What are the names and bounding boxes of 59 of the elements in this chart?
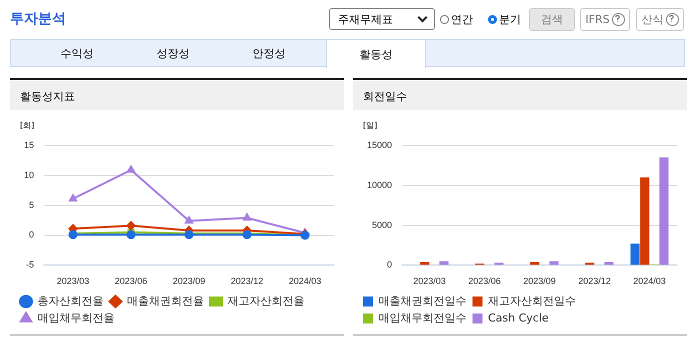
text: 안정성 <box>252 46 286 62</box>
point <box>242 230 252 240</box>
x-tick-label: 2023/12 <box>578 276 611 286</box>
statement-select: 주재무제표 <box>329 8 435 30</box>
y-tick-label: 10 <box>24 170 34 180</box>
point <box>126 165 136 173</box>
legend-label: Cash Cycle <box>488 311 549 324</box>
y-tick-label: 15000 <box>366 140 392 150</box>
x-tick-label: 2023/12 <box>230 276 264 286</box>
point <box>68 230 78 240</box>
x-tick-label: 2024/03 <box>288 276 322 286</box>
x-tick-label: 2023/03 <box>56 276 90 286</box>
chart-title: 회전일수 <box>353 80 687 110</box>
legend-label: 총자산회전율 <box>38 294 104 308</box>
point <box>126 221 136 230</box>
bar <box>659 157 669 265</box>
y-tick-label: 0 <box>28 230 34 240</box>
text: 검색 <box>529 8 575 31</box>
x-tick-label: 2023/03 <box>413 276 446 286</box>
y-tick-label: 5000 <box>372 220 392 230</box>
point <box>68 194 78 202</box>
text: 수익성 <box>60 46 94 62</box>
text: 투자분석 <box>10 10 66 28</box>
y-tick-label: 10000 <box>366 180 392 190</box>
point <box>184 230 194 240</box>
text: 성장성 <box>156 46 190 62</box>
text: 활동성 <box>326 39 426 68</box>
y-tick-label: 5 <box>28 200 34 210</box>
y-axis-title: [회] <box>20 120 34 131</box>
y-tick-label: 15 <box>24 140 34 150</box>
legend-label: 매출채권회전일수 <box>378 294 466 308</box>
point <box>126 230 136 240</box>
x-tick-label: 2023/06 <box>468 276 501 286</box>
x-tick-label: 2024/03 <box>633 276 666 286</box>
legend-label: 매출채권회전율 <box>127 294 204 308</box>
legend-label: 재고자산회전율 <box>228 294 304 308</box>
legend-label: 매입채무회전일수 <box>378 311 466 324</box>
legend-label: 매입채무회전율 <box>38 311 114 324</box>
text: 연간 <box>451 12 473 27</box>
point <box>242 213 252 221</box>
bar <box>530 262 540 265</box>
bar <box>439 261 449 265</box>
legend-label: 재고자산회전일수 <box>488 294 576 308</box>
y-tick-label: -5 <box>26 260 34 270</box>
bar <box>604 262 614 265</box>
y-tick-label: 0 <box>387 260 392 270</box>
point <box>184 216 194 224</box>
chart-title: 활동성지표 <box>10 80 344 110</box>
bar <box>420 262 430 265</box>
x-tick-label: 2023/09 <box>172 276 206 286</box>
bar <box>630 244 640 265</box>
x-tick-label: 2023/09 <box>523 276 556 286</box>
bar <box>640 177 650 265</box>
y-axis-title: [일] <box>363 120 378 131</box>
bar <box>549 261 559 265</box>
text: 산식 <box>642 12 664 27</box>
text: 분기 <box>499 12 521 27</box>
text: IFRS <box>585 13 610 26</box>
x-tick-label: 2023/06 <box>114 276 148 286</box>
